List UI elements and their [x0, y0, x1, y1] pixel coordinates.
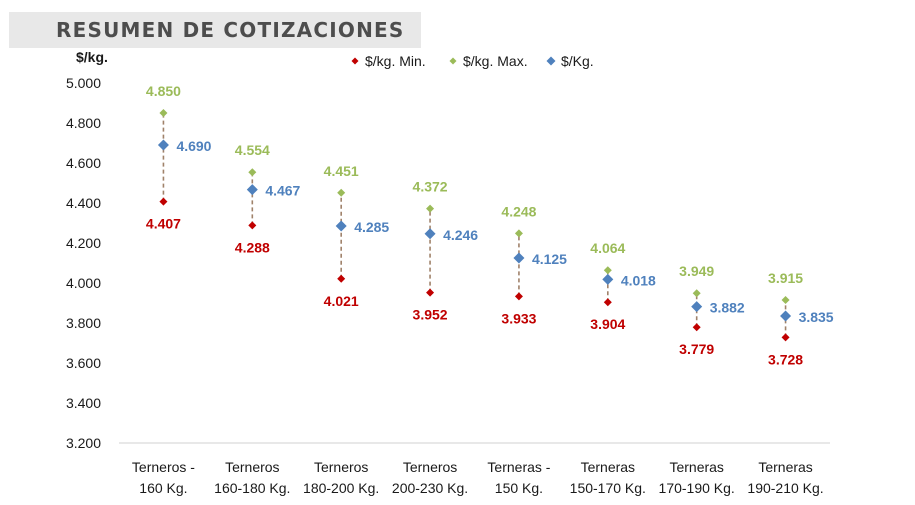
y-tick-label: 4.200: [66, 235, 101, 251]
avg-data-label: 4.285: [354, 219, 389, 235]
min-data-label: 4.288: [235, 239, 270, 255]
y-tick-label: 4.800: [66, 115, 101, 131]
avg-data-label: 4.125: [532, 251, 567, 267]
x-tick-label: 150 Kg.: [495, 480, 543, 496]
avg-point: [602, 273, 614, 285]
min-point: [514, 292, 523, 301]
x-tick-label: Terneros: [225, 459, 279, 475]
x-tick-label: 160-180 Kg.: [214, 480, 290, 496]
avg-data-label: 4.246: [443, 227, 478, 243]
legend-label: $/kg. Max.: [463, 53, 528, 69]
title-band: RESUMEN DE COTIZACIONES: [9, 12, 421, 48]
max-data-label: 4.451: [324, 163, 359, 179]
y-tick-label: 4.400: [66, 195, 101, 211]
min-data-label: 3.952: [413, 307, 448, 323]
min-data-label: 4.021: [324, 293, 359, 309]
max-point: [603, 266, 612, 275]
min-data-label: 3.728: [768, 351, 803, 367]
max-data-label: 4.064: [590, 240, 625, 256]
min-point: [337, 274, 346, 283]
min-data-label: 3.779: [679, 341, 714, 357]
avg-point: [157, 139, 169, 151]
max-point: [692, 289, 701, 298]
y-tick-label: 3.800: [66, 315, 101, 331]
x-tick-label: Terneras: [758, 459, 812, 475]
max-point: [781, 296, 790, 304]
avg-data-label: 4.690: [176, 138, 211, 154]
y-tick-label: 3.400: [66, 395, 101, 411]
legend-label: $/Kg.: [561, 53, 594, 69]
chart-title: RESUMEN DE COTIZACIONES: [56, 18, 405, 42]
avg-point: [246, 184, 258, 196]
legend-label: $/kg. Min.: [365, 53, 426, 69]
x-tick-label: Terneras -: [487, 459, 550, 475]
y-tick-label: 3.600: [66, 355, 101, 371]
max-data-label: 3.915: [768, 270, 803, 286]
max-point: [514, 229, 523, 238]
max-data-label: 4.372: [413, 179, 448, 195]
x-tick-label: Terneros: [403, 459, 457, 475]
max-point: [426, 204, 435, 213]
min-data-label: 4.407: [146, 216, 181, 232]
min-data-label: 3.933: [501, 310, 536, 326]
x-tick-label: 150-170 Kg.: [570, 480, 646, 496]
max-data-label: 4.248: [501, 203, 536, 219]
min-point: [692, 323, 701, 332]
max-point: [159, 109, 168, 117]
avg-data-label: 4.467: [265, 183, 300, 199]
avg-data-label: 3.835: [799, 309, 834, 325]
x-tick-label: 180-200 Kg.: [303, 480, 379, 496]
y-axis-label: $/kg.: [76, 49, 108, 65]
avg-data-label: 3.882: [710, 300, 745, 316]
x-tick-label: Terneros -: [132, 459, 195, 475]
y-tick-label: 5.000: [66, 75, 101, 91]
min-point: [781, 333, 790, 342]
avg-point: [335, 220, 347, 232]
min-point: [248, 221, 257, 230]
y-tick-label: 4.000: [66, 275, 101, 291]
avg-point: [691, 301, 703, 313]
max-point: [248, 168, 257, 177]
min-point: [426, 288, 435, 297]
min-point: [603, 298, 612, 307]
max-data-label: 3.949: [679, 263, 714, 279]
x-tick-label: 200-230 Kg.: [392, 480, 468, 496]
y-tick-label: 3.200: [66, 435, 101, 451]
legend-marker: [351, 57, 359, 65]
avg-point: [424, 228, 436, 240]
avg-point: [513, 252, 525, 264]
max-data-label: 4.554: [235, 142, 270, 158]
avg-data-label: 4.018: [621, 272, 656, 288]
avg-point: [780, 310, 792, 322]
min-data-label: 3.904: [590, 316, 625, 332]
x-tick-label: Terneros: [314, 459, 368, 475]
x-tick-label: 190-210 Kg.: [747, 480, 823, 496]
x-tick-label: Terneras: [581, 459, 635, 475]
x-tick-label: 170-190 Kg.: [659, 480, 735, 496]
legend-marker: [449, 57, 457, 65]
x-tick-label: Terneras: [669, 459, 723, 475]
min-point: [159, 197, 168, 206]
y-tick-label: 4.600: [66, 155, 101, 171]
legend-marker: [546, 56, 556, 66]
x-tick-label: 160 Kg.: [139, 480, 187, 496]
max-data-label: 4.850: [146, 83, 181, 99]
max-point: [337, 188, 346, 197]
